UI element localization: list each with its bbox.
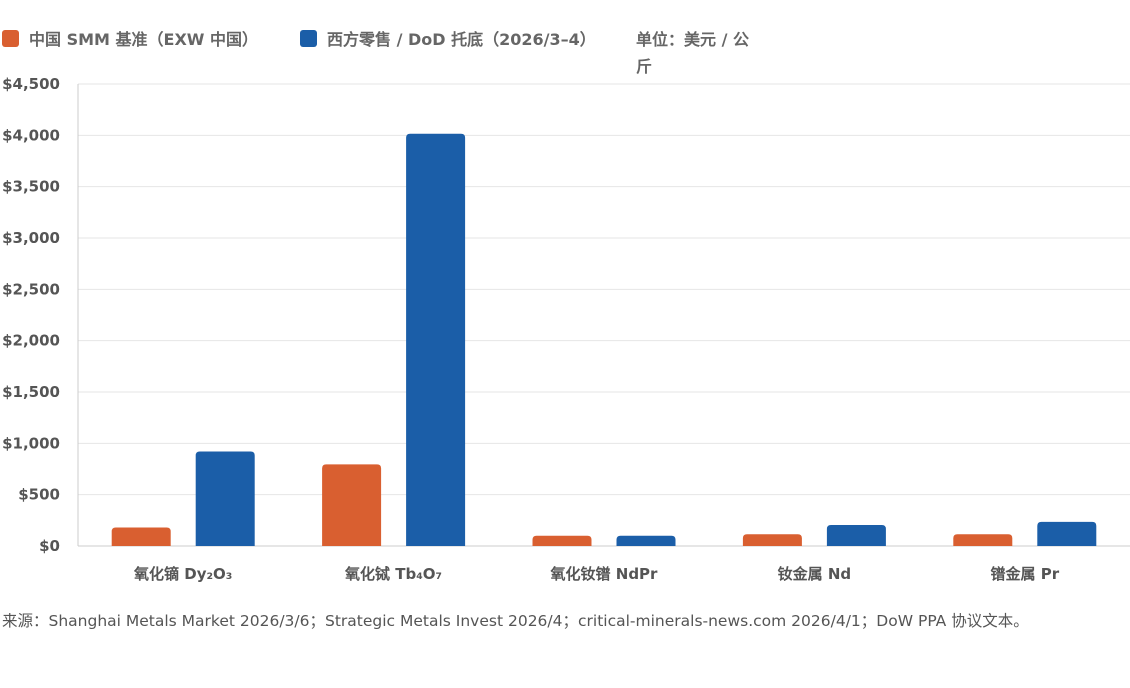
chart-svg: 中国 SMM 基准（EXW 中国） 西方零售 / DoD 托底（2026/3–4）… bbox=[2, 30, 1130, 583]
y-tick-label: $3,500 bbox=[2, 178, 60, 196]
x-axis: 氧化镝 Dy₂O₃ 氧化铽 Tb₄O₇ 氧化钕镨 NdPr 钕金属 Nd 镨金属 Pr bbox=[133, 565, 1060, 583]
bar-1-1[interactable] bbox=[111, 527, 171, 546]
x-tick-label: 镨金属 Pr bbox=[990, 565, 1059, 583]
bar-1-3[interactable] bbox=[532, 535, 592, 546]
legend: 中国 SMM 基准（EXW 中国） 西方零售 / DoD 托底（2026/3–4）… bbox=[2, 30, 749, 76]
y-tick-label: $2,000 bbox=[2, 332, 60, 350]
x-tick-label: 钕金属 Nd bbox=[778, 565, 852, 583]
y-tick-label: $4,000 bbox=[2, 126, 60, 144]
x-tick-label: 氧化铽 Tb₄O₇ bbox=[344, 565, 442, 583]
y-tick-label: $0 bbox=[39, 537, 60, 555]
legend-label-2: 西方零售 / DoD 托底（2026/3–4） bbox=[327, 30, 596, 49]
x-tick-label: 氧化钕镨 NdPr bbox=[550, 565, 659, 583]
legend-item-1[interactable]: 中国 SMM 基准（EXW 中国） bbox=[2, 30, 258, 49]
y-tick-label: $3,000 bbox=[2, 229, 60, 247]
unit-label-line1: 单位：美元 / 公 bbox=[636, 30, 749, 49]
y-tick-label: $4,500 bbox=[2, 75, 60, 93]
bar-2-3[interactable] bbox=[616, 535, 676, 546]
bar-2-2[interactable] bbox=[406, 133, 466, 546]
bars bbox=[111, 133, 1097, 546]
legend-item-2[interactable]: 西方零售 / DoD 托底（2026/3–4） bbox=[300, 30, 596, 49]
bar-2-4[interactable] bbox=[826, 524, 886, 546]
source-note: 来源：Shanghai Metals Market 2026/3/6；Strat… bbox=[2, 612, 1029, 630]
legend-swatch-2 bbox=[300, 30, 317, 47]
unit-label-line2: 斤 bbox=[636, 57, 652, 76]
bar-chart: 中国 SMM 基准（EXW 中国） 西方零售 / DoD 托底（2026/3–4）… bbox=[2, 30, 1130, 583]
y-tick-label: $1,000 bbox=[2, 434, 60, 452]
y-axis: $0 $500 $1,000 $1,500 $2,000 $2,500 $3,000 $3,5… bbox=[2, 75, 79, 555]
y-tick-label: $2,500 bbox=[2, 280, 60, 298]
bar-2-5[interactable] bbox=[1037, 521, 1097, 546]
bar-1-2[interactable] bbox=[322, 464, 382, 546]
x-tick-label: 氧化镝 Dy₂O₃ bbox=[133, 565, 232, 583]
bar-2-1[interactable] bbox=[195, 451, 255, 546]
legend-swatch-1 bbox=[2, 30, 19, 47]
legend-label-1: 中国 SMM 基准（EXW 中国） bbox=[29, 30, 258, 49]
y-tick-label: $500 bbox=[18, 486, 60, 504]
y-tick-label: $1,500 bbox=[2, 383, 60, 401]
bar-1-4[interactable] bbox=[742, 534, 802, 546]
bar-1-5[interactable] bbox=[953, 534, 1013, 546]
